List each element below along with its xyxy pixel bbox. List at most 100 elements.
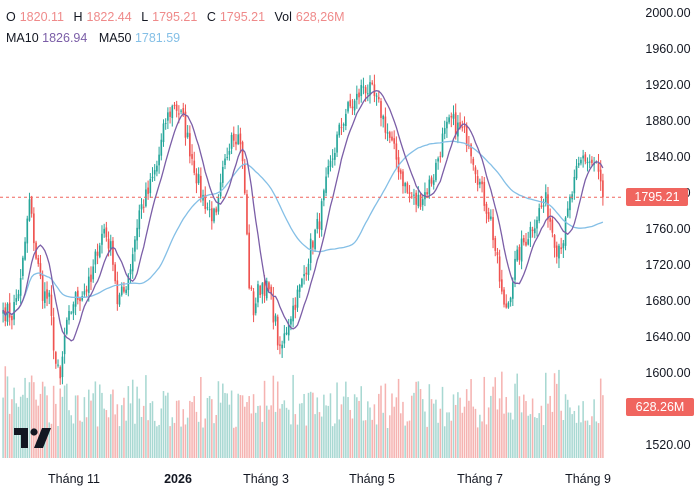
volume-bar	[538, 413, 540, 458]
volume-bar	[186, 417, 189, 458]
volume-bar	[197, 421, 200, 458]
price-tick-label: 1880.00	[645, 114, 690, 128]
volume-bar	[244, 406, 246, 458]
volume-bar	[419, 389, 422, 458]
price-axis[interactable]: 2000.001960.001920.001880.001840.001800.…	[645, 6, 690, 452]
volume-bar	[402, 401, 404, 458]
candle-body	[274, 315, 277, 322]
volume-bar	[226, 393, 228, 458]
volume-bar	[562, 420, 565, 458]
candle-body	[432, 180, 435, 185]
volume-bar	[164, 395, 167, 458]
volume-bar	[397, 378, 400, 458]
volume-bar	[153, 420, 156, 458]
candle-body	[178, 113, 180, 115]
volume-bar	[564, 394, 567, 458]
volume-bar	[35, 399, 37, 458]
candle-body	[369, 82, 371, 96]
time-axis[interactable]: Tháng 11 2026 Tháng 3 Tháng 5 Tháng 7 Tháng 9	[48, 472, 611, 486]
candle-body	[74, 292, 77, 307]
volume-bar	[96, 426, 99, 458]
volume-bar	[421, 399, 424, 458]
volume-bar	[246, 402, 248, 458]
volume-bar	[285, 407, 288, 458]
volume-bar	[373, 404, 376, 458]
volume-bar	[175, 400, 178, 458]
candle-body	[224, 158, 226, 166]
last-price-label: 1795.21	[634, 190, 679, 204]
candle-body	[219, 182, 222, 197]
volume-bar	[334, 423, 336, 458]
ma50-line	[2, 140, 604, 318]
volume-bar	[158, 424, 160, 458]
volume-bar	[323, 394, 325, 458]
candle-body	[382, 115, 385, 120]
tradingview-logo-icon[interactable]	[14, 428, 52, 448]
candle-body	[450, 115, 453, 118]
volume-bar	[410, 395, 413, 458]
candle-body	[353, 100, 356, 111]
volume-bar	[593, 399, 595, 458]
candle-body	[305, 272, 308, 275]
volume-bar	[103, 408, 105, 458]
volume-bar	[459, 397, 461, 458]
volume-bar	[224, 392, 226, 458]
candle-body	[303, 274, 305, 277]
volume-bar	[233, 427, 235, 458]
candle-body	[459, 122, 461, 128]
price-tick-label: 1920.00	[645, 78, 690, 92]
volume-bar	[349, 409, 352, 458]
volume-bar	[147, 420, 149, 458]
price-tick-label: 1640.00	[645, 330, 690, 344]
candle-body	[175, 104, 178, 111]
volume-bar	[257, 405, 259, 458]
candle-body	[406, 183, 409, 193]
candle-body	[158, 154, 160, 166]
candle-body	[48, 292, 51, 297]
volume-bar	[602, 395, 604, 458]
candle-body	[388, 132, 391, 138]
volume-bar	[39, 393, 42, 458]
volume-bar	[509, 412, 512, 458]
candle-body	[101, 233, 103, 245]
volume-bar	[432, 403, 435, 458]
volume-bar	[560, 410, 562, 458]
volume-bar	[501, 371, 503, 458]
candle-body	[259, 285, 261, 296]
volume-bar	[305, 425, 308, 458]
volume-bar	[588, 425, 591, 458]
candle-body	[76, 290, 79, 300]
volume-bar	[424, 411, 426, 458]
volume-bar	[345, 381, 347, 458]
candle-body	[204, 194, 207, 210]
price-tick-label: 1760.00	[645, 222, 690, 236]
candle-body	[171, 105, 174, 119]
volume-bar	[74, 395, 77, 458]
volume-bar	[265, 405, 268, 458]
volume-bar	[575, 422, 578, 458]
ma10-label: MA10	[6, 31, 39, 45]
candle-body	[531, 229, 534, 232]
volume-bar	[81, 421, 83, 458]
volume-bar	[215, 414, 217, 458]
volume-bar	[450, 420, 453, 458]
volume-bar	[259, 405, 261, 458]
candle-body	[276, 316, 279, 346]
candle-body	[162, 123, 165, 143]
candle-body	[547, 194, 549, 220]
volume-bar	[474, 408, 477, 458]
candle-body	[503, 289, 505, 305]
volume-bar	[483, 376, 486, 458]
candle-body	[252, 291, 255, 316]
volume-bar	[571, 414, 573, 458]
volume-bar	[127, 386, 130, 458]
volume-bar	[294, 414, 297, 458]
candle-body	[197, 174, 200, 184]
volume-bar	[222, 383, 224, 458]
volume-bar	[239, 395, 242, 458]
time-tick-label: Tháng 11	[48, 472, 100, 486]
volume-bar	[189, 400, 191, 458]
candle-body	[107, 238, 110, 249]
ma10-line	[2, 90, 604, 342]
